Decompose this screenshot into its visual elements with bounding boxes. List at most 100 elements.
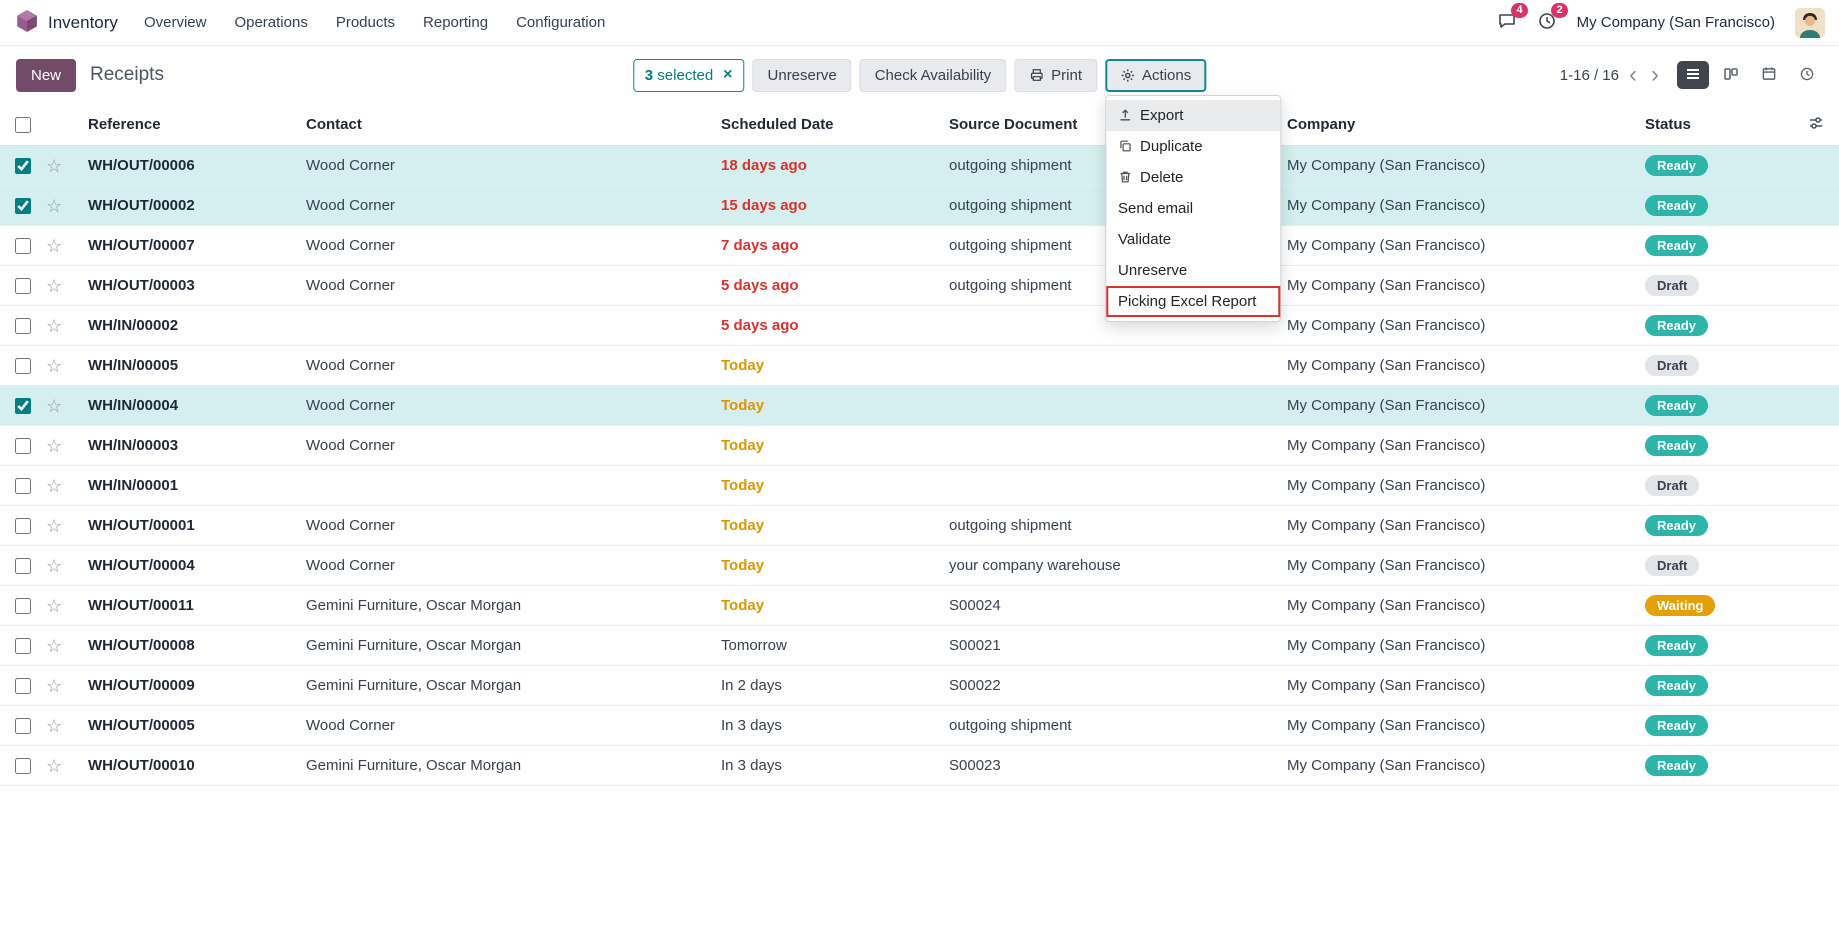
nav-item-configuration[interactable]: Configuration xyxy=(516,14,606,31)
select-all-checkbox[interactable] xyxy=(15,116,31,133)
row-checkbox[interactable] xyxy=(15,677,31,694)
row-select-cell[interactable] xyxy=(0,237,46,254)
table-row[interactable]: ☆ WH/OUT/00002 Wood Corner 15 days ago o… xyxy=(0,186,1839,226)
favorite-star-icon[interactable]: ☆ xyxy=(46,276,63,295)
row-star-cell[interactable]: ☆ xyxy=(46,637,88,655)
menu-item-send-email[interactable]: Send email xyxy=(1106,193,1280,224)
new-button[interactable]: New xyxy=(16,58,77,92)
row-star-cell[interactable]: ☆ xyxy=(46,557,88,575)
row-checkbox[interactable] xyxy=(15,557,31,574)
clear-selection-icon[interactable]: × xyxy=(723,66,733,83)
menu-item-picking-excel-report[interactable]: Picking Excel Report xyxy=(1106,285,1281,317)
row-star-cell[interactable]: ☆ xyxy=(46,157,88,175)
row-select-cell[interactable] xyxy=(0,477,46,494)
table-row[interactable]: ☆ WH/IN/00003 Wood Corner Today My Compa… xyxy=(0,426,1839,466)
row-checkbox[interactable] xyxy=(15,197,31,214)
company-switcher[interactable]: My Company (San Francisco) xyxy=(1576,14,1775,31)
row-checkbox[interactable] xyxy=(15,757,31,774)
row-checkbox[interactable] xyxy=(15,357,31,374)
pager-range[interactable]: 1-16 / 16 xyxy=(1559,66,1619,84)
menu-item-duplicate[interactable]: Duplicate xyxy=(1106,131,1280,162)
row-star-cell[interactable]: ☆ xyxy=(46,357,88,375)
row-select-cell[interactable] xyxy=(0,197,46,214)
row-star-cell[interactable]: ☆ xyxy=(46,517,88,535)
row-select-cell[interactable] xyxy=(0,517,46,534)
print-button[interactable]: Print xyxy=(1014,58,1098,92)
menu-item-delete[interactable]: Delete xyxy=(1106,162,1280,193)
header-scheduled-date[interactable]: Scheduled Date xyxy=(721,116,834,133)
nav-item-operations[interactable]: Operations xyxy=(234,14,308,31)
pager-previous-icon[interactable]: ‹ xyxy=(1625,63,1641,87)
row-star-cell[interactable]: ☆ xyxy=(46,597,88,615)
favorite-star-icon[interactable]: ☆ xyxy=(46,676,63,695)
favorite-star-icon[interactable]: ☆ xyxy=(46,236,63,255)
row-checkbox[interactable] xyxy=(15,317,31,334)
row-checkbox[interactable] xyxy=(15,477,31,494)
row-checkbox[interactable] xyxy=(15,397,31,414)
row-select-cell[interactable] xyxy=(0,757,46,774)
app-name[interactable]: Inventory xyxy=(48,12,118,32)
favorite-star-icon[interactable]: ☆ xyxy=(46,356,63,375)
kanban-view-button[interactable] xyxy=(1715,61,1747,89)
favorite-star-icon[interactable]: ☆ xyxy=(46,196,63,215)
select-all-cell[interactable] xyxy=(0,116,46,133)
favorite-star-icon[interactable]: ☆ xyxy=(46,756,63,775)
table-row[interactable]: ☆ WH/OUT/00008 Gemini Furniture, Oscar M… xyxy=(0,626,1839,666)
row-star-cell[interactable]: ☆ xyxy=(46,757,88,775)
row-select-cell[interactable] xyxy=(0,637,46,654)
row-select-cell[interactable] xyxy=(0,357,46,374)
row-checkbox[interactable] xyxy=(15,517,31,534)
row-checkbox[interactable] xyxy=(15,717,31,734)
row-select-cell[interactable] xyxy=(0,397,46,414)
row-star-cell[interactable]: ☆ xyxy=(46,717,88,735)
row-star-cell[interactable]: ☆ xyxy=(46,397,88,415)
header-company[interactable]: Company xyxy=(1287,116,1356,133)
table-row[interactable]: ☆ WH/OUT/00009 Gemini Furniture, Oscar M… xyxy=(0,666,1839,706)
row-select-cell[interactable] xyxy=(0,277,46,294)
nav-item-reporting[interactable]: Reporting xyxy=(423,14,489,31)
row-checkbox[interactable] xyxy=(15,157,31,174)
header-status[interactable]: Status xyxy=(1645,116,1691,133)
row-checkbox[interactable] xyxy=(15,437,31,454)
favorite-star-icon[interactable]: ☆ xyxy=(46,316,63,335)
favorite-star-icon[interactable]: ☆ xyxy=(46,556,63,575)
activities-button[interactable]: 2 xyxy=(1537,2,1568,35)
row-checkbox[interactable] xyxy=(15,637,31,654)
nav-item-products[interactable]: Products xyxy=(335,14,396,31)
row-star-cell[interactable]: ☆ xyxy=(46,477,88,495)
table-row[interactable]: ☆ WH/OUT/00007 Wood Corner 7 days ago ou… xyxy=(0,226,1839,266)
row-select-cell[interactable] xyxy=(0,437,46,454)
header-reference[interactable]: Reference xyxy=(88,116,161,133)
row-star-cell[interactable]: ☆ xyxy=(46,677,88,695)
row-select-cell[interactable] xyxy=(0,677,46,694)
favorite-star-icon[interactable]: ☆ xyxy=(46,396,63,415)
row-select-cell[interactable] xyxy=(0,557,46,574)
header-contact[interactable]: Contact xyxy=(306,116,362,133)
calendar-view-button[interactable] xyxy=(1753,61,1785,89)
check-availability-button[interactable]: Check Availability xyxy=(859,58,1007,92)
favorite-star-icon[interactable]: ☆ xyxy=(46,436,63,455)
activity-view-button[interactable] xyxy=(1791,61,1823,89)
row-star-cell[interactable]: ☆ xyxy=(46,277,88,295)
table-row[interactable]: ☆ WH/OUT/00011 Gemini Furniture, Oscar M… xyxy=(0,586,1839,626)
favorite-star-icon[interactable]: ☆ xyxy=(46,476,63,495)
row-checkbox[interactable] xyxy=(15,237,31,254)
favorite-star-icon[interactable]: ☆ xyxy=(46,636,63,655)
row-star-cell[interactable]: ☆ xyxy=(46,197,88,215)
row-star-cell[interactable]: ☆ xyxy=(46,237,88,255)
row-checkbox[interactable] xyxy=(15,277,31,294)
row-select-cell[interactable] xyxy=(0,597,46,614)
table-row[interactable]: ☆ WH/OUT/00010 Gemini Furniture, Oscar M… xyxy=(0,746,1839,786)
table-row[interactable]: ☆ WH/OUT/00001 Wood Corner Today outgoin… xyxy=(0,506,1839,546)
favorite-star-icon[interactable]: ☆ xyxy=(46,716,63,735)
pager-next-icon[interactable]: › xyxy=(1647,63,1663,87)
row-star-cell[interactable]: ☆ xyxy=(46,437,88,455)
actions-button[interactable]: Actions xyxy=(1105,58,1207,92)
table-row[interactable]: ☆ WH/OUT/00004 Wood Corner Today your co… xyxy=(0,546,1839,586)
table-row[interactable]: ☆ WH/IN/00001 Today My Company (San Fran… xyxy=(0,466,1839,506)
menu-item-validate[interactable]: Validate xyxy=(1106,224,1280,255)
row-select-cell[interactable] xyxy=(0,317,46,334)
row-checkbox[interactable] xyxy=(15,597,31,614)
app-brand[interactable]: Inventory xyxy=(14,8,118,38)
nav-item-overview[interactable]: Overview xyxy=(143,14,207,31)
